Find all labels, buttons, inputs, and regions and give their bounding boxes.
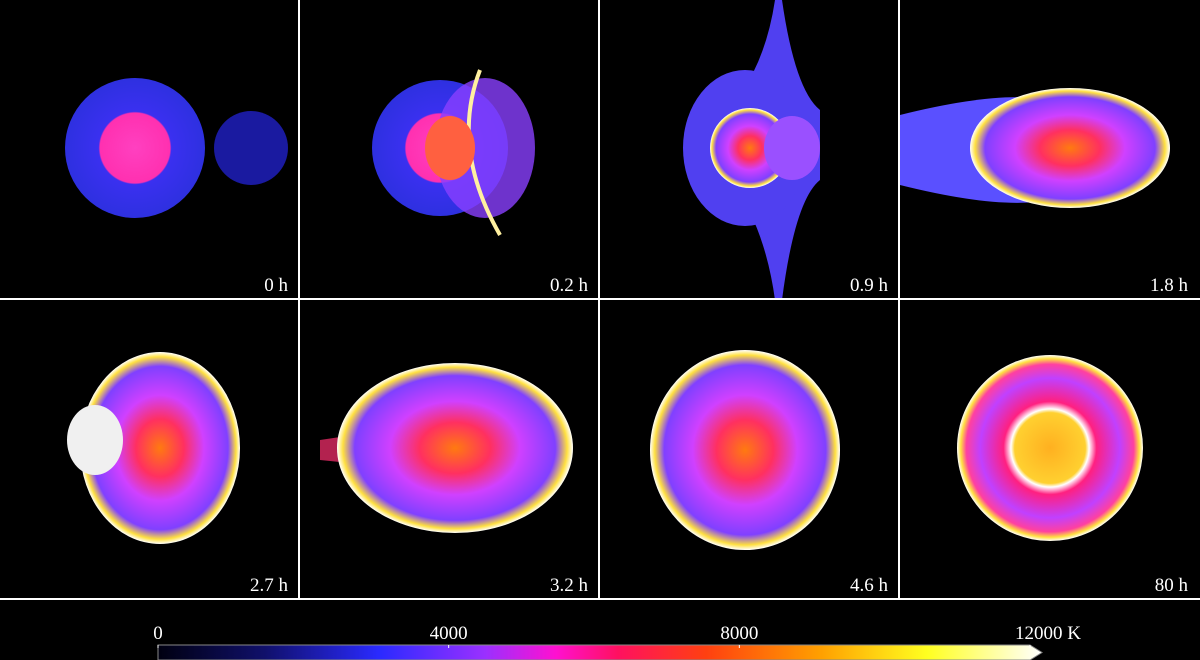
- body: [957, 355, 1143, 541]
- core: [425, 116, 475, 180]
- panel-label: 0.9 h: [850, 275, 889, 296]
- panel-label: 4.6 h: [850, 575, 889, 596]
- panel-label: 0 h: [264, 275, 288, 296]
- right: [764, 116, 820, 180]
- colorbar-fill: [157, 644, 1043, 660]
- body: [337, 363, 573, 533]
- panel: 2.7 h: [0, 300, 298, 598]
- colorbar-tick-label: 8000: [720, 623, 758, 644]
- panel: 4.6 h: [600, 300, 898, 598]
- panel: 1.8 h: [900, 0, 1198, 298]
- shock: [435, 78, 535, 218]
- notch: [67, 405, 123, 475]
- colorbar-tick-label: 12000 K: [1015, 623, 1081, 644]
- panel: 3.2 h: [300, 300, 598, 598]
- panel-label: 2.7 h: [250, 575, 289, 596]
- colorbar: 0 4000 8000 12000 K: [153, 623, 1081, 660]
- panel: 0.9 h: [600, 0, 898, 300]
- colorbar-tick-label: 0: [153, 623, 163, 644]
- body: [650, 350, 840, 550]
- body: [970, 88, 1170, 208]
- impactor: [214, 111, 288, 185]
- panel-label: 80 h: [1155, 575, 1189, 596]
- projectile: [65, 78, 205, 218]
- panel: 80 h: [900, 300, 1198, 598]
- inner: [710, 108, 790, 188]
- panel-label: 0.2 h: [550, 275, 589, 296]
- panel-grid: 0 h 0.2 h 0.9 h 1.8 h 2.7 h 3.2 h 4.6 h 80 h: [0, 0, 1200, 600]
- body: [80, 352, 240, 544]
- colorbar-tick-label: 4000: [430, 623, 468, 644]
- panel: 0.2 h: [300, 0, 598, 298]
- panel: 0 h: [0, 0, 298, 298]
- panel-label: 1.8 h: [1150, 275, 1189, 296]
- panel-label: 3.2 h: [550, 575, 589, 596]
